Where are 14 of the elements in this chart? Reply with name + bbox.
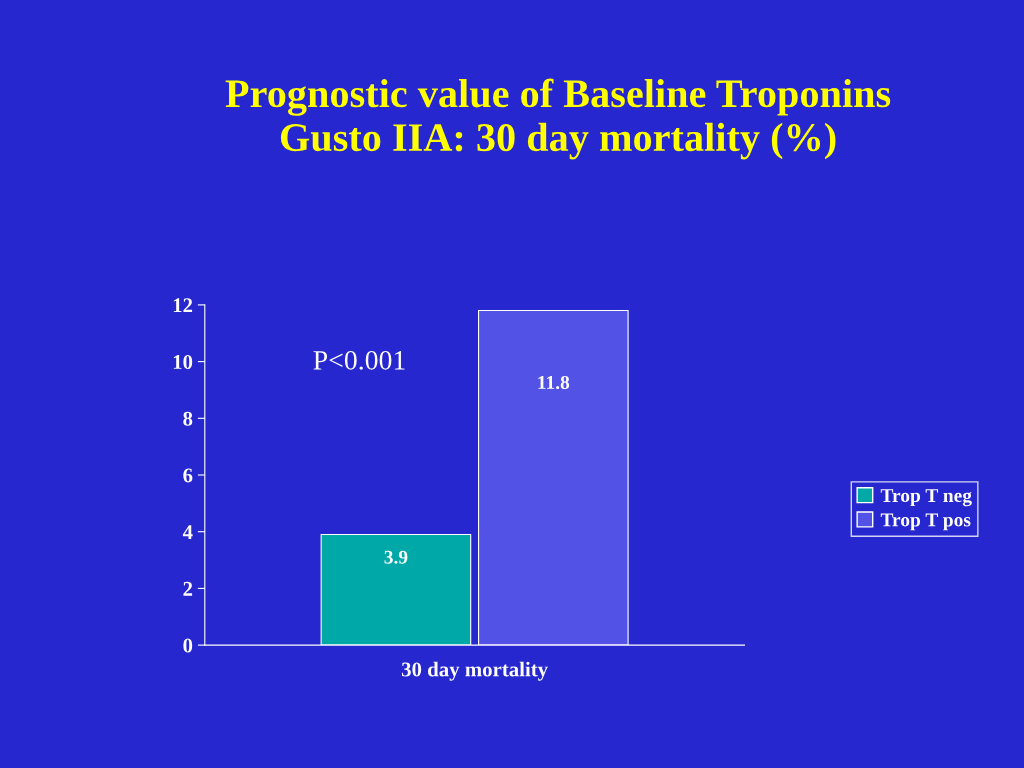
y-tick-label: 12 [173, 298, 193, 313]
data-label: 3.9 [384, 550, 408, 564]
chart-title: Prognostic value of Baseline Troponins Gusto IIA: 30 day mortality (%) [225, 78, 891, 160]
legend-label: Trop T neg [880, 489, 972, 507]
y-tick-label: 4 [182, 525, 193, 539]
y-tick-label: 6 [183, 468, 193, 483]
x-tick-label: 30 day mortality [401, 661, 548, 681]
y-tick-label: 0 [183, 638, 193, 653]
y-tick-label: 10 [173, 354, 193, 370]
legend-label: Trop T pos [880, 513, 971, 531]
y-tick-label: 2 [183, 581, 193, 596]
y-tick-label: 8 [183, 411, 193, 426]
data-label: 11.8 [538, 375, 570, 390]
annotation: P<0.001 [313, 350, 405, 370]
